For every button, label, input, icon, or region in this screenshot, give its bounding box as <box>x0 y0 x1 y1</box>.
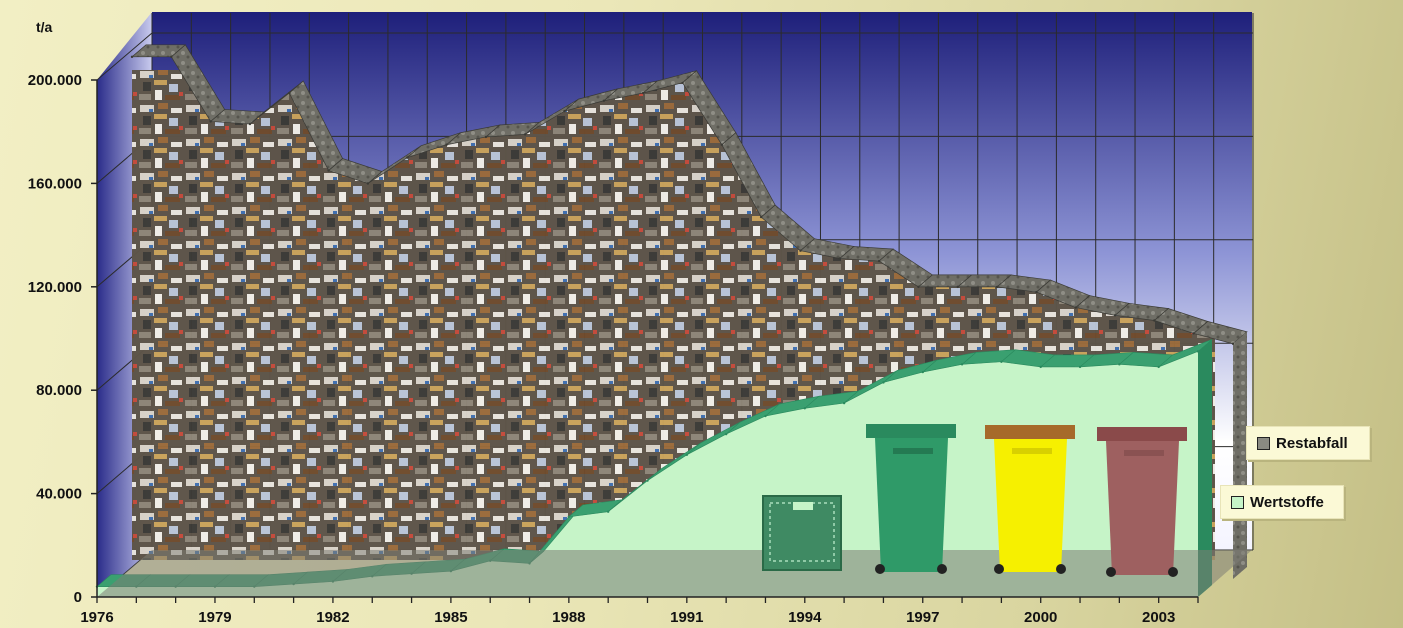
point-wertstoffe-1993 <box>764 414 767 418</box>
x-tick-label: 1997 <box>906 609 939 626</box>
x-tick-label: 1982 <box>316 609 349 626</box>
y-tick-label: 120.000 <box>28 279 82 296</box>
y-tick-label: 40.000 <box>36 486 82 503</box>
x-tick-label: 1979 <box>198 609 231 626</box>
point-wertstoffe-1991 <box>685 453 689 457</box>
point-wertstoffe-1996 <box>882 381 885 384</box>
green-bin-icon <box>866 424 956 574</box>
point-restabfall-1995 <box>877 259 881 263</box>
y-tick-label: 80.000 <box>36 382 82 399</box>
brown-bin-icon <box>1097 427 1187 577</box>
point-wertstoffe-1989 <box>606 510 610 513</box>
point-restabfall-1980 <box>288 91 291 95</box>
point-wertstoffe-1995 <box>842 401 846 405</box>
point-restabfall-1996 <box>917 285 920 289</box>
point-restabfall-1991 <box>720 143 724 146</box>
point-restabfall-1993 <box>799 249 802 252</box>
point-restabfall-1998 <box>995 285 999 289</box>
x-tick-label: 1994 <box>788 609 822 626</box>
point-restabfall-1988 <box>602 99 606 102</box>
x-tick-label: 1985 <box>434 609 467 626</box>
x-tick-label: 1988 <box>552 609 585 626</box>
y-axis-label: t/a <box>36 19 53 35</box>
yellow-bin-icon <box>985 425 1075 574</box>
point-restabfall-1985 <box>484 135 488 139</box>
x-tick-label: 2003 <box>1142 609 1175 626</box>
edge-wertstoffe <box>1198 339 1212 597</box>
point-wertstoffe-1997 <box>921 370 924 374</box>
y-axis: 0 40.000 80.000 120.000 160.000 200.000 <box>28 72 98 606</box>
point-restabfall-1992 <box>759 215 763 219</box>
point-wertstoffe-2003 <box>1157 365 1160 369</box>
point-restabfall-1990 <box>681 81 684 84</box>
edge-restabfall <box>1233 331 1247 579</box>
point-restabfall-1977 <box>170 55 173 59</box>
legend-item-restabfall: Restabfall <box>1246 426 1370 460</box>
point-restabfall-1979 <box>248 122 252 126</box>
point-restabfall-1983 <box>406 156 409 159</box>
point-restabfall-1987 <box>563 109 566 113</box>
point-restabfall-1986 <box>524 133 527 136</box>
legend-swatch-wertstoffe <box>1231 495 1244 509</box>
y-tick-label: 160.000 <box>28 175 82 192</box>
point-restabfall-1999 <box>1035 290 1038 294</box>
crate-icon <box>762 495 842 571</box>
legend-label-wertstoffe: Wertstoffe <box>1250 493 1324 511</box>
point-wertstoffe-1998 <box>960 363 964 366</box>
point-restabfall-1989 <box>641 91 645 95</box>
point-restabfall-2000 <box>1074 306 1077 309</box>
point-wertstoffe-1992 <box>724 432 728 436</box>
point-restabfall-1976 <box>130 55 134 59</box>
x-tick-label: 1991 <box>670 609 703 626</box>
point-restabfall-1997 <box>956 285 959 289</box>
point-restabfall-2001 <box>1113 314 1117 317</box>
floor <box>97 550 1252 597</box>
point-restabfall-2003 <box>1192 332 1195 335</box>
point-restabfall-1994 <box>838 257 841 260</box>
point-wertstoffe-2001 <box>1078 365 1082 369</box>
point-restabfall-2004 <box>1231 342 1235 345</box>
legend-label-restabfall: Restabfall <box>1276 434 1348 452</box>
point-wertstoffe-2002 <box>1118 363 1121 366</box>
point-wertstoffe-1988 <box>567 515 571 519</box>
point-restabfall-1984 <box>445 143 448 146</box>
point-wertstoffe-1990 <box>646 479 649 482</box>
point-wertstoffe-1994 <box>803 407 806 410</box>
point-restabfall-1981 <box>327 169 330 172</box>
legend-swatch-restabfall <box>1257 436 1270 450</box>
x-tick-label: 1976 <box>80 609 113 626</box>
x-axis: 1976 1979 1982 1985 1988 1991 1994 1997 2000 2003 <box>80 596 1199 626</box>
x-tick-label: 2000 <box>1024 609 1057 626</box>
y-tick-label: 200.000 <box>28 72 82 89</box>
y-tick-label: 0 <box>74 589 82 606</box>
legend-item-wertstoffe: Wertstoffe <box>1220 485 1344 519</box>
gridline-diag <box>96 32 153 81</box>
point-wertstoffe-1999 <box>1000 360 1003 363</box>
point-restabfall-1982 <box>366 182 370 185</box>
point-wertstoffe-2000 <box>1039 365 1042 369</box>
point-wertstoffe-2004 <box>1196 350 1200 353</box>
point-restabfall-1978 <box>209 120 212 123</box>
point-restabfall-2002 <box>1153 319 1156 322</box>
